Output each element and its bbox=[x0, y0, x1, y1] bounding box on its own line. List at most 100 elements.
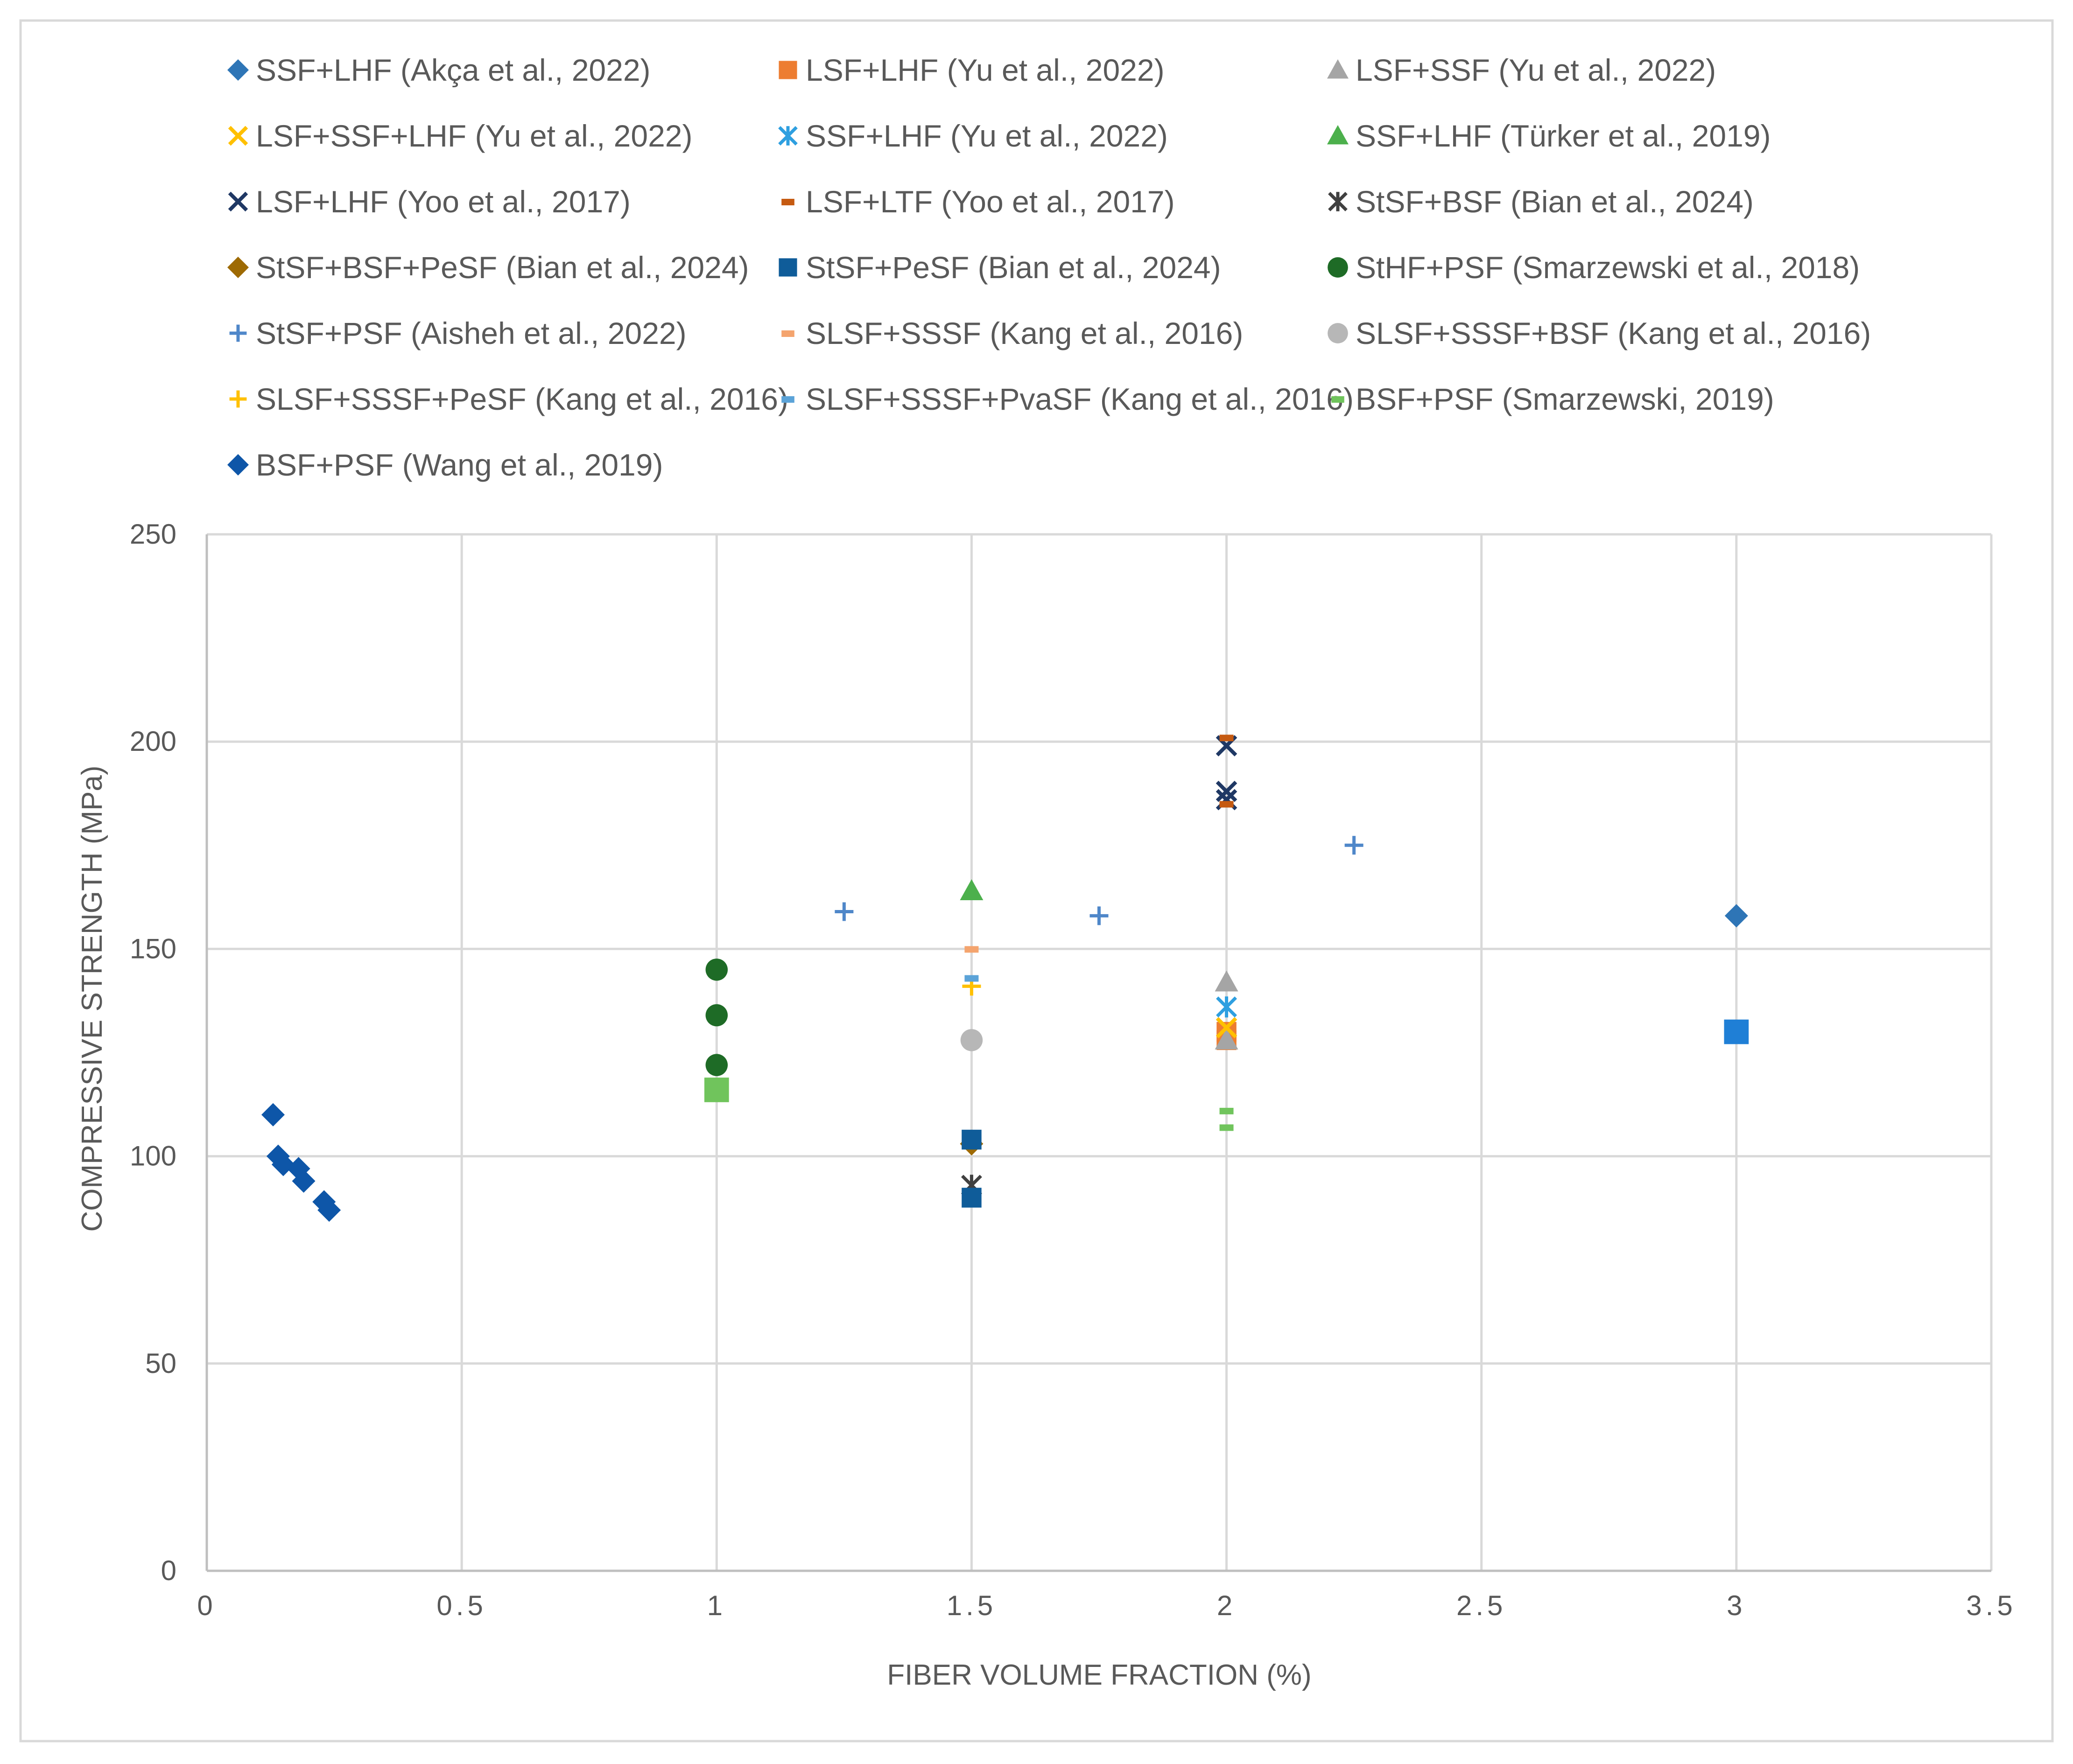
legend-marker bbox=[229, 390, 247, 408]
legend-marker bbox=[781, 396, 794, 403]
y-tick-label: 0 bbox=[161, 1555, 176, 1586]
x-tick-label: 0 bbox=[197, 1590, 216, 1621]
legend-label: SLSF+SSSF+BSF (Kang et al., 2016) bbox=[1356, 316, 1871, 350]
legend-marker bbox=[227, 257, 249, 278]
legend-marker bbox=[228, 191, 248, 212]
data-point bbox=[960, 879, 984, 901]
legend-marker bbox=[781, 199, 794, 205]
data-point bbox=[1216, 996, 1237, 1018]
legend-marker bbox=[227, 59, 249, 81]
legend-label: BSF+PSF (Wang et al., 2019) bbox=[256, 448, 663, 482]
legend-item: LSF+LHF (Yoo et al., 2017) bbox=[228, 184, 631, 219]
legend-label: StSF+BSF+PeSF (Bian et al., 2024) bbox=[256, 250, 749, 285]
x-tick-label: 3 bbox=[1727, 1590, 1746, 1621]
legend-marker bbox=[779, 61, 797, 79]
legend-marker bbox=[1327, 125, 1349, 145]
legend-item: StHF+PSF (Smarzewski et al., 2018) bbox=[1328, 250, 1860, 285]
legend-item: SSF+LHF (Türker et al., 2019) bbox=[1327, 119, 1771, 153]
legend-marker bbox=[228, 126, 248, 146]
legend-item: SLSF+SSSF+PeSF (Kang et al., 2016) bbox=[229, 382, 788, 416]
legend-marker bbox=[1328, 257, 1348, 278]
legend-label: LSF+LHF (Yu et al., 2022) bbox=[806, 53, 1165, 87]
legend-label: SLSF+SSSF+PvaSF (Kang et al., 2016) bbox=[806, 382, 1354, 416]
data-point bbox=[835, 902, 854, 921]
legend-marker bbox=[1328, 323, 1348, 343]
legend-marker bbox=[778, 126, 798, 146]
legend-marker bbox=[1328, 192, 1348, 211]
legend-marker bbox=[779, 258, 797, 277]
legend-item: SLSF+SSSF+BSF (Kang et al., 2016) bbox=[1328, 316, 1871, 350]
legend-item: LSF+LHF (Yu et al., 2022) bbox=[779, 53, 1165, 87]
data-point bbox=[960, 1029, 983, 1051]
legend-label: SSF+LHF (Türker et al., 2019) bbox=[1356, 119, 1771, 153]
y-axis-title: COMPRESSIVE STRENGTH (MPa) bbox=[76, 766, 108, 1232]
data-point bbox=[1724, 904, 1748, 928]
data-point bbox=[704, 1078, 729, 1102]
x-tick-label: 3.5 bbox=[1966, 1590, 2016, 1621]
grid-lines bbox=[207, 533, 1993, 1571]
x-tick-label: 1.5 bbox=[947, 1590, 997, 1621]
y-tick-label: 250 bbox=[130, 518, 176, 550]
data-point bbox=[1215, 1028, 1238, 1050]
data-point bbox=[705, 959, 728, 981]
legend-label: LSF+LHF (Yoo et al., 2017) bbox=[256, 184, 631, 219]
legend-marker bbox=[1327, 59, 1349, 79]
data-point bbox=[964, 946, 979, 953]
x-tick-labels: 0 0.5 1 1.5 2 2.5 3 3.5 bbox=[197, 1590, 2016, 1621]
legend-label: LSF+LTF (Yoo et al., 2017) bbox=[806, 184, 1175, 219]
legend-item: StSF+PSF (Aisheh et al., 2022) bbox=[229, 316, 687, 350]
data-point bbox=[1219, 801, 1234, 808]
data-point bbox=[962, 1129, 982, 1150]
x-axis-title: FIBER VOLUME FRACTION (%) bbox=[887, 1659, 1311, 1691]
data-point bbox=[317, 1198, 341, 1222]
legend-label: SSF+LHF (Yu et al., 2022) bbox=[806, 119, 1168, 153]
legend-marker bbox=[227, 454, 249, 476]
data-point bbox=[1215, 970, 1238, 992]
legend-item: StSF+BSF (Bian et al., 2024) bbox=[1328, 184, 1754, 219]
legend-label: StSF+PSF (Aisheh et al., 2022) bbox=[256, 316, 687, 350]
data-point bbox=[1219, 1107, 1234, 1114]
y-tick-label: 150 bbox=[130, 933, 176, 964]
legend-item: StSF+PeSF (Bian et al., 2024) bbox=[779, 250, 1221, 285]
legend-item: LSF+LTF (Yoo et al., 2017) bbox=[781, 184, 1175, 219]
legend-item: SLSF+SSSF (Kang et al., 2016) bbox=[781, 316, 1243, 350]
x-tick-label: 0.5 bbox=[436, 1590, 486, 1621]
data-point bbox=[964, 975, 979, 982]
legend-label: BSF+PSF (Smarzewski, 2019) bbox=[1356, 382, 1774, 416]
y-tick-label: 200 bbox=[130, 726, 176, 757]
x-tick-label: 1 bbox=[707, 1590, 726, 1621]
legend-item: StSF+BSF+PeSF (Bian et al., 2024) bbox=[227, 250, 749, 285]
data-point bbox=[1724, 1019, 1749, 1044]
legend-label: StSF+PeSF (Bian et al., 2024) bbox=[806, 250, 1221, 285]
legend-label: SLSF+SSSF+PeSF (Kang et al., 2016) bbox=[256, 382, 788, 416]
legend: SSF+LHF (Akça et al., 2022) LSF+LHF (Yu e… bbox=[227, 53, 1871, 482]
data-point bbox=[705, 1004, 728, 1027]
data-point bbox=[261, 1103, 285, 1127]
legend-label: SLSF+SSSF (Kang et al., 2016) bbox=[806, 316, 1243, 350]
chart-border bbox=[19, 19, 2054, 1743]
y-tick-labels: 0 50 100 150 200 250 bbox=[130, 518, 176, 1586]
data-point bbox=[705, 1054, 728, 1076]
data-points bbox=[261, 735, 1749, 1222]
data-point bbox=[1219, 1124, 1234, 1131]
legend-item: SLSF+SSSF+PvaSF (Kang et al., 2016) bbox=[781, 382, 1354, 416]
legend-label: StSF+BSF (Bian et al., 2024) bbox=[1356, 184, 1754, 219]
data-point bbox=[1219, 735, 1234, 742]
legend-label: StHF+PSF (Smarzewski et al., 2018) bbox=[1356, 250, 1860, 285]
legend-item: BSF+PSF (Wang et al., 2019) bbox=[227, 448, 663, 482]
legend-item: LSF+SSF (Yu et al., 2022) bbox=[1327, 53, 1716, 87]
legend-marker bbox=[781, 330, 794, 337]
data-point bbox=[1089, 906, 1109, 925]
y-tick-label: 100 bbox=[130, 1141, 176, 1172]
legend-item: BSF+PSF (Smarzewski, 2019) bbox=[1331, 382, 1774, 416]
legend-item: SSF+LHF (Yu et al., 2022) bbox=[778, 119, 1168, 153]
y-tick-label: 50 bbox=[145, 1348, 176, 1379]
axes bbox=[205, 534, 1991, 1572]
x-tick-label: 2 bbox=[1217, 1590, 1236, 1621]
data-point bbox=[962, 1188, 982, 1208]
legend-marker bbox=[229, 324, 247, 342]
legend-label: LSF+SSF+LHF (Yu et al., 2022) bbox=[256, 119, 692, 153]
legend-label: LSF+SSF (Yu et al., 2022) bbox=[1356, 53, 1716, 87]
